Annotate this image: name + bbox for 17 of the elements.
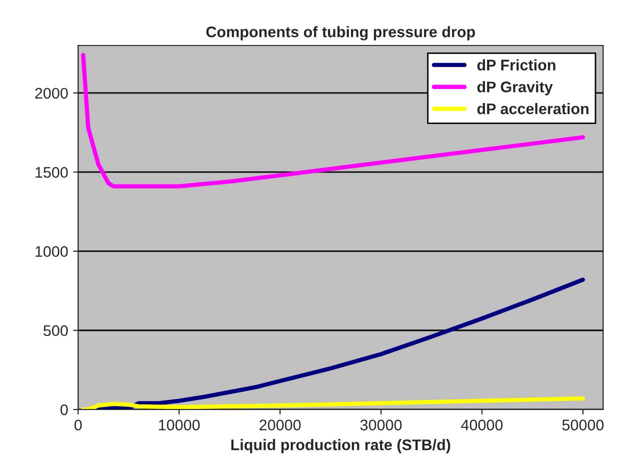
legend-label: dP Friction: [477, 59, 556, 70]
y-tick-label: 500: [44, 325, 68, 336]
y-tick-label: 0: [60, 404, 68, 416]
x-tick-label: 50000: [562, 420, 604, 430]
x-axis-title: Liquid production rate (STB/d): [231, 439, 450, 454]
x-tick-label: 40000: [461, 420, 503, 430]
legend-label: dP acceleration: [477, 103, 588, 114]
line-series: [81, 396, 586, 410]
legend-label: dP Gravity: [477, 81, 553, 96]
x-tick-label: 20000: [260, 420, 301, 430]
x-tick-label: 10000: [159, 420, 200, 430]
y-tick-label: 1000: [36, 246, 68, 257]
x-tick-label: 30000: [360, 420, 402, 430]
chart-title: Components of tubing pressure drop: [206, 26, 475, 40]
y-tick-label: 1500: [36, 166, 68, 178]
x-tick-label: 0: [74, 420, 82, 430]
y-tick-label: 2000: [35, 88, 68, 99]
